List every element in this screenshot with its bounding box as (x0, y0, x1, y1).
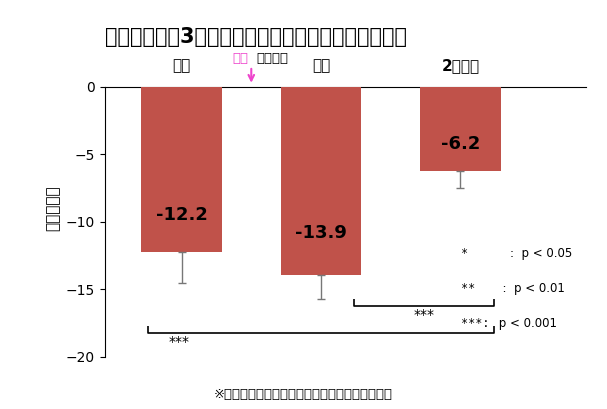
Y-axis label: 角度平均値: 角度平均値 (46, 186, 60, 231)
Text: 施術: 施術 (232, 52, 248, 65)
Bar (280, 87, 361, 274)
Text: 計測時点: 計測時点 (257, 52, 289, 65)
Text: ***:: ***: (461, 317, 490, 330)
Text: ***: *** (414, 308, 435, 321)
Text: :  p < 0.05: : p < 0.05 (495, 247, 572, 260)
Text: **: ** (461, 282, 475, 295)
Text: p < 0.001: p < 0.001 (495, 317, 557, 330)
Text: ***: *** (169, 335, 190, 348)
Text: :  p < 0.01: : p < 0.01 (495, 282, 565, 295)
Text: -12.2: -12.2 (155, 206, 208, 224)
Text: ※０に近いほどまっすぐな姿勢であることを示す: ※０に近いほどまっすぐな姿勢であることを示す (214, 388, 393, 401)
Text: *: * (461, 247, 469, 260)
Bar (141, 87, 222, 252)
Text: -13.9: -13.9 (295, 224, 347, 242)
Text: 直前: 直前 (172, 58, 191, 74)
Bar (420, 87, 501, 171)
Text: 2週間後: 2週間後 (441, 58, 480, 74)
Text: 耳・肩・腰の3点角度　全体平均スコアの時系列推移: 耳・肩・腰の3点角度 全体平均スコアの時系列推移 (105, 27, 407, 47)
Text: 直後: 直後 (312, 58, 330, 74)
Text: -6.2: -6.2 (441, 135, 480, 153)
